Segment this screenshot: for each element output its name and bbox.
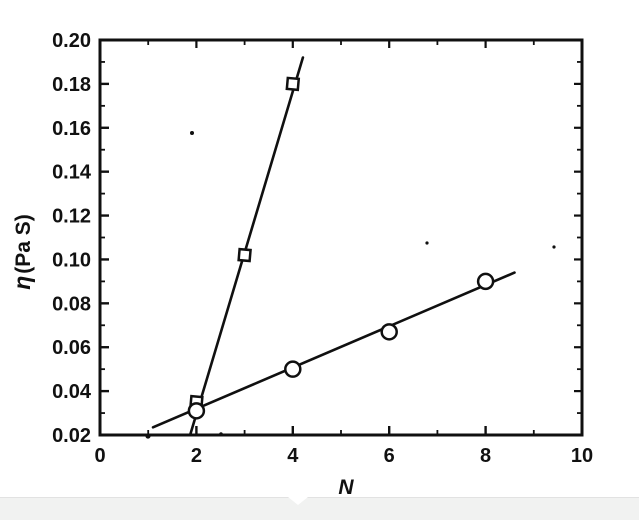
data-markers: [187, 76, 495, 420]
fit-lines: [151, 56, 516, 437]
plot-border: [98, 38, 584, 437]
y-tick-label: 0.06: [52, 337, 91, 359]
circle-marker: [476, 272, 495, 291]
axis-frame: [98, 38, 584, 437]
circle-marker: [284, 360, 302, 378]
x-tick-label: 2: [191, 445, 202, 467]
y-tick-label: 0.02: [52, 425, 91, 447]
eta-symbol: η: [9, 276, 35, 290]
bottom-panel-bar: [0, 497, 639, 520]
y-tick-label: 0.12: [52, 206, 91, 228]
y-axis-title: η (Pa S): [9, 214, 35, 290]
y-tick-label: 0.10: [52, 249, 91, 271]
x-tick-label: 10: [571, 445, 593, 467]
circle-marker: [380, 323, 398, 341]
y-tick-label: 0.16: [52, 118, 91, 140]
y-axis-units: (Pa S): [12, 214, 35, 274]
chart-figure: 0 2 4 6 8 10 0.02 0.04 0.06 0.08 0.10 0.12 0.14 0.16 0…: [9, 30, 593, 499]
x-tick-label: 6: [384, 445, 395, 467]
y-tick-label: 0.04: [52, 381, 92, 403]
fit-line-circles: [151, 271, 516, 429]
scan-speck: [552, 245, 556, 249]
y-tick-label: 0.18: [52, 74, 91, 96]
scan-specks: [145, 131, 556, 439]
fit-line-squares: [188, 56, 305, 437]
tick-labels: 0 2 4 6 8 10 0.02 0.04 0.06 0.08 0.10 0.12 0.14 0.16 0…: [52, 30, 593, 467]
x-tick-label: 0: [94, 445, 105, 467]
y-tick-label: 0.20: [52, 30, 91, 52]
axis-ticks: [98, 38, 584, 437]
y-tick-label: 0.14: [52, 162, 92, 184]
collapse-notch-icon: [288, 497, 308, 505]
square-marker: [237, 247, 252, 263]
x-tick-label: 4: [287, 445, 299, 467]
square-marker: [285, 76, 301, 92]
circle-marker: [187, 402, 206, 420]
x-axis-title: N: [338, 476, 354, 498]
x-tick-label: 8: [480, 445, 491, 467]
scan-speck: [425, 241, 429, 245]
scan-speck: [190, 131, 194, 135]
y-tick-label: 0.08: [52, 293, 91, 315]
